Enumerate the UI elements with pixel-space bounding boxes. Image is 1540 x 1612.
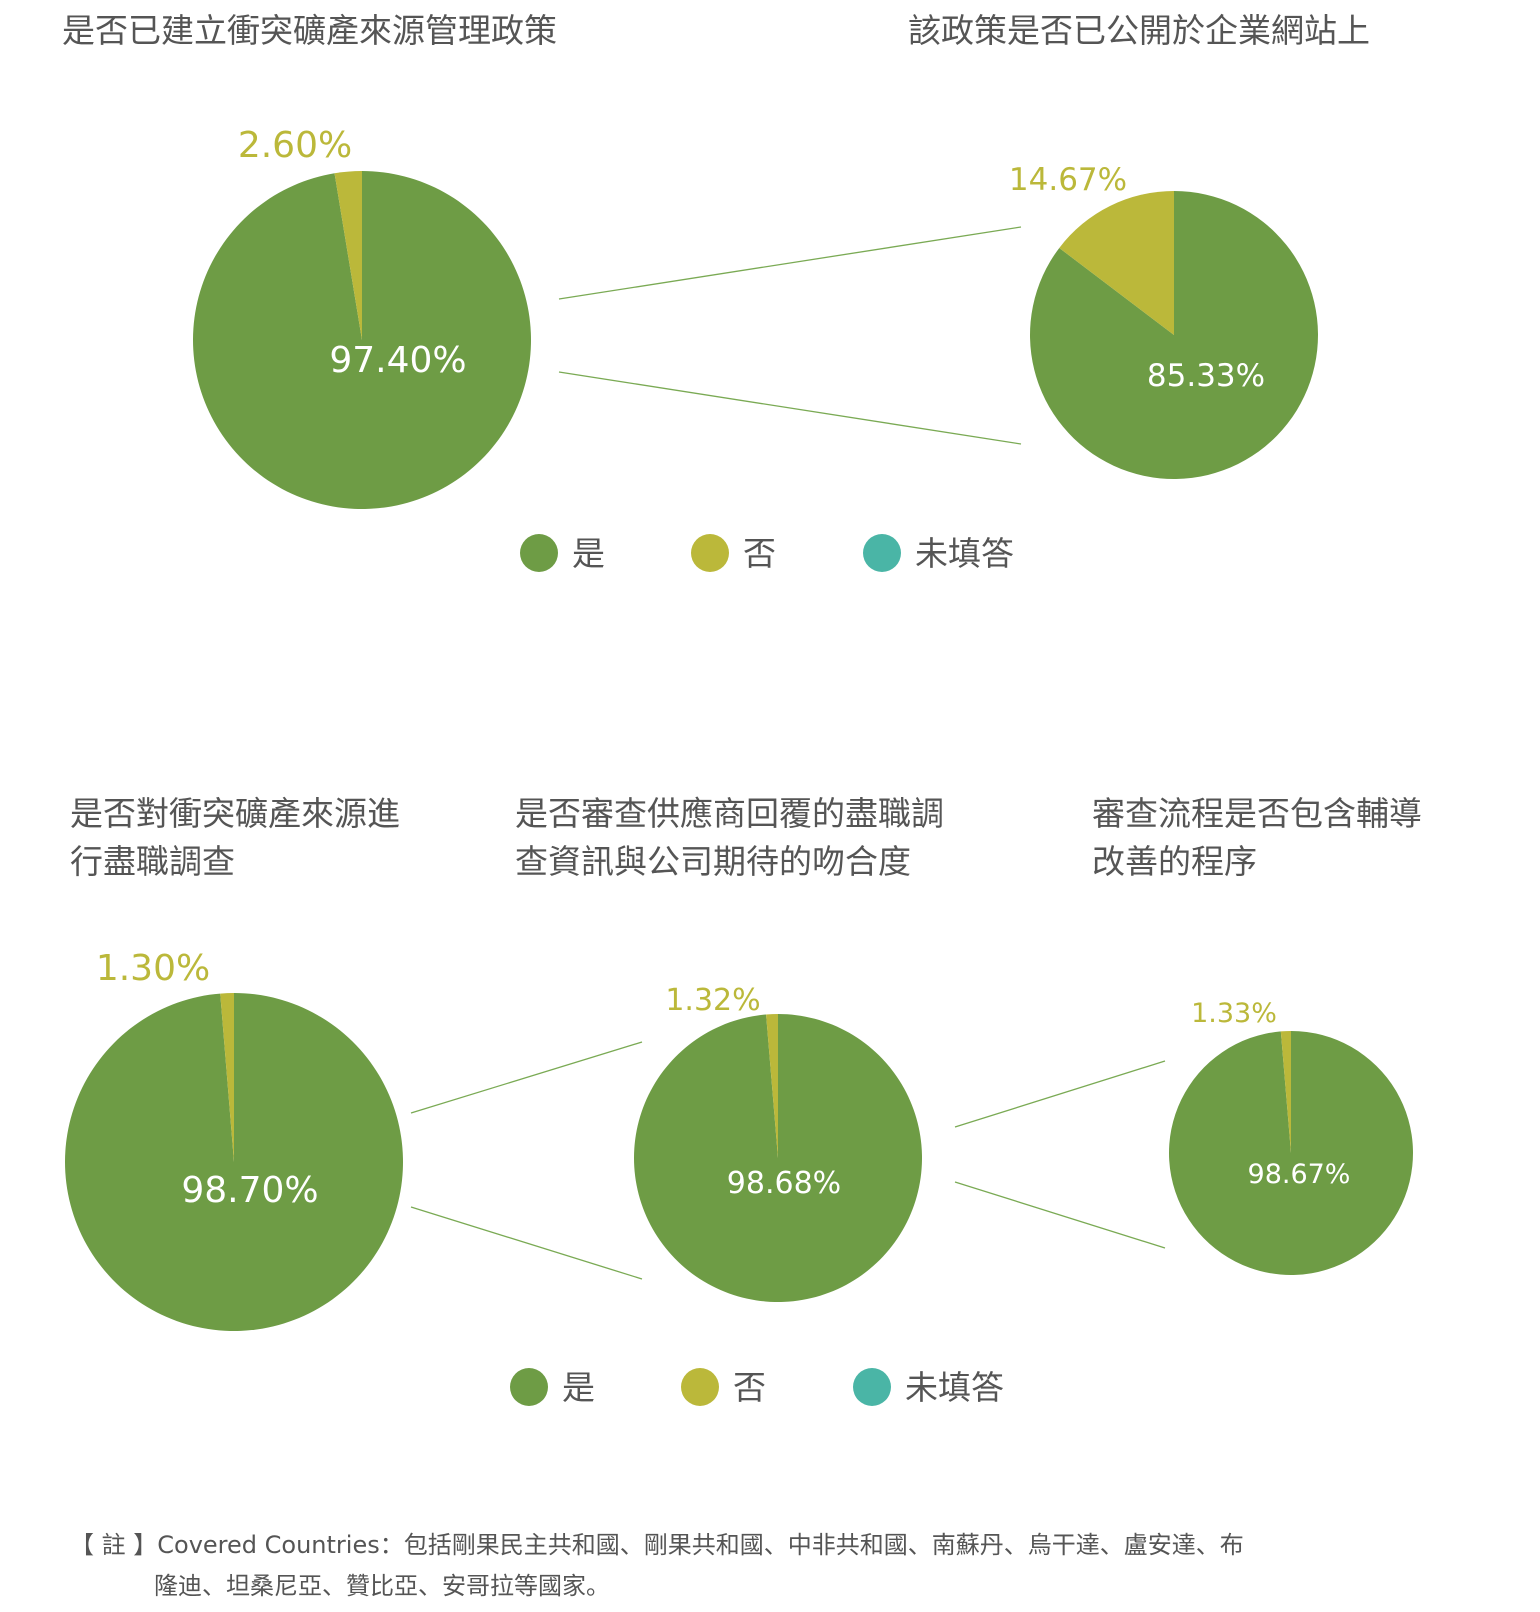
pie-slice-1-yes [192,171,531,509]
pie-label-no-3: 1.30% [96,948,210,989]
legend-swatch-1-3 [863,534,901,572]
chart-title-5: 改善的程序 [1092,842,1257,881]
pie-label-yes-2: 85.33% [1147,358,1265,394]
pie-slice-3-yes [65,993,404,1331]
pie-label-no-5: 1.33% [1191,998,1277,1029]
connector-line-3 [410,1041,643,1114]
legend-swatch-1-2 [691,534,729,572]
pie-slice-1-no [334,171,362,340]
connector-line-5 [954,1060,1166,1128]
pie-slice-3-no [220,993,234,1162]
pie-slice-5-yes [1169,1031,1414,1275]
connector-line-4 [410,1206,643,1280]
footnote-prefix: 【 註 】 [70,1531,158,1559]
chart-title-2: 該政策是否已公開於企業網站上 [908,11,1370,50]
footnote-line1: 包括剛果民主共和國、剛果共和國、中非共和國、南蘇丹、烏干達、盧安達、布 [403,1531,1244,1559]
pie-slice-2-no [1059,191,1174,335]
legend-label-1-3: 未填答 [915,534,1014,573]
chart-title-1: 是否已建立衝突礦產來源管理政策 [62,11,557,50]
connector-line-1 [558,226,1022,300]
footnote-line2: 隆迪、坦桑尼亞、贊比亞、安哥拉等國家。 [154,1572,610,1600]
legend-swatch-2-3 [853,1368,891,1406]
footnote-label: Covered Countries： [157,1531,404,1559]
pie-label-yes-5: 98.67% [1248,1159,1351,1190]
pie-label-yes-3: 98.70% [181,1170,318,1211]
pie-label-yes-1: 97.40% [329,340,466,381]
pie-slice-4-no [766,1014,778,1158]
legend-label-1-2: 否 [743,534,776,573]
legend-label-2-1: 是 [562,1368,595,1407]
pie-slice-5-no [1280,1031,1291,1153]
pie-label-no-4: 1.32% [665,983,760,1018]
pie-label-yes-4: 98.68% [727,1166,841,1201]
pie-slice-4-yes [634,1014,923,1302]
chart-title-4: 是否審查供應商回覆的盡職調 [515,794,944,833]
connector-line-2 [558,371,1022,445]
chart-title-4: 查資訊與公司期待的吻合度 [515,842,911,881]
legend-swatch-1-1 [520,534,558,572]
legend-label-2-3: 未填答 [905,1368,1004,1407]
legend-label-1-1: 是 [572,534,605,573]
connector-line-6 [954,1181,1166,1249]
pie-label-no-2: 14.67% [1009,162,1127,198]
chart-title-5: 審查流程是否包含輔導 [1092,794,1422,833]
pie-label-no-1: 2.60% [238,125,352,166]
legend-swatch-2-1 [510,1368,548,1406]
legend-swatch-2-2 [681,1368,719,1406]
chart-title-3: 行盡職調查 [70,842,235,881]
chart-title-3: 是否對衝突礦產來源進 [70,794,400,833]
footnote: 【 註 】Covered Countries：包括剛果民主共和國、剛果共和國、中… [70,1525,1490,1607]
legend-label-2-2: 否 [733,1368,766,1407]
